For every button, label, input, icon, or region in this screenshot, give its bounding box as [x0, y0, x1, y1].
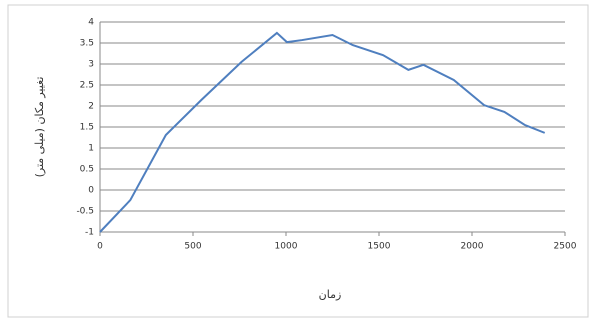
y-tick-label: 1.5 [80, 123, 94, 133]
x-tick-label: 0 [97, 242, 103, 252]
x-tick-label: 2000 [461, 242, 484, 252]
chart-frame [7, 4, 589, 318]
y-tick-label: 2 [88, 102, 94, 112]
y-tick-label: 1 [88, 144, 94, 154]
x-tick-label: 1500 [368, 242, 391, 252]
y-tick-label: 4 [88, 18, 94, 28]
x-tick-label: 500 [184, 242, 201, 252]
y-tick-label: 3 [88, 60, 94, 70]
x-tick-label: 1000 [275, 242, 298, 252]
data-line [99, 31, 546, 233]
y-axis-title: تغییر مکان (میلی متر) [33, 77, 46, 178]
y-tick-label: -1 [85, 228, 94, 238]
x-tick-label: 2500 [554, 242, 577, 252]
y-tick-label: 0 [88, 186, 94, 196]
x-axis-title: زمان [319, 288, 342, 301]
y-tick-label: 3.5 [80, 39, 94, 49]
y-tick-label: 0.5 [80, 165, 94, 175]
y-tick-label: 2.5 [80, 81, 94, 91]
y-tick-label: -0.5 [76, 207, 94, 217]
